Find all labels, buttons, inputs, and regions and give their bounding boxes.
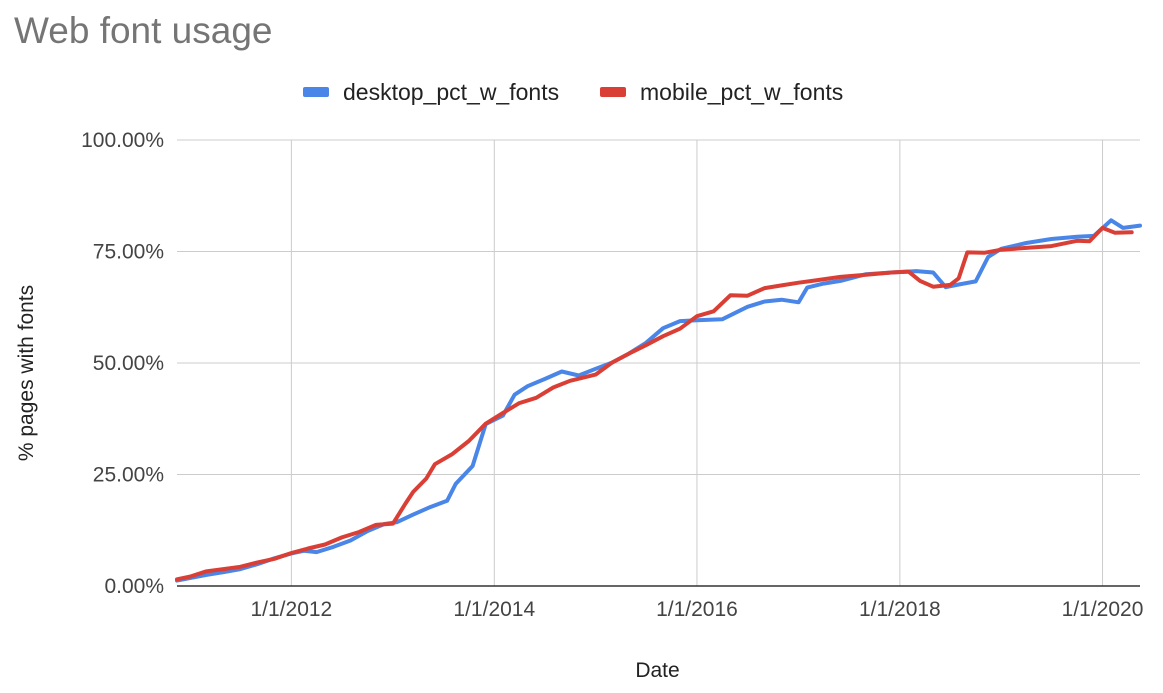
chart-legend: desktop_pct_w_fonts mobile_pct_w_fonts [0,76,1163,108]
legend-swatch-desktop [303,87,329,97]
x-tick-label: 1/1/2014 [453,598,535,621]
y-tick-label: 75.00% [93,241,164,264]
x-tick-label: 1/1/2018 [859,598,941,621]
legend-label-mobile: mobile_pct_w_fonts [640,78,844,105]
x-tick-label: 1/1/2016 [656,598,738,621]
series-line-mobile [175,225,1134,582]
legend-item-desktop[interactable]: desktop_pct_w_fonts [303,76,559,108]
legend-item-mobile[interactable]: mobile_pct_w_fonts [600,76,843,108]
y-tick-label: 100.00% [81,129,164,152]
series-line-desktop [175,218,1142,583]
x-tick-label: 1/1/2020 [1062,598,1144,621]
x-axis-title: Date [635,659,679,682]
y-tick-label: 25.00% [93,464,164,487]
chart-title: Web font usage [14,10,273,51]
y-tick-label: 50.00% [93,352,164,375]
y-axis-title: % pages with fonts [15,285,38,461]
x-tick-label: 1/1/2012 [250,598,332,621]
legend-label-desktop: desktop_pct_w_fonts [343,78,560,105]
legend-swatch-mobile [600,87,626,97]
y-tick-label: 0.00% [104,575,164,598]
